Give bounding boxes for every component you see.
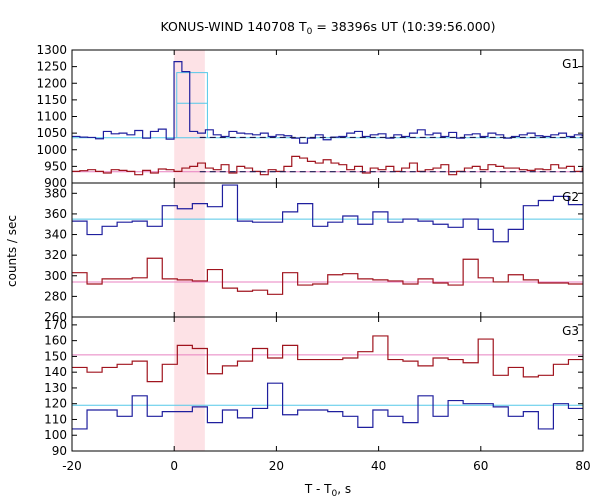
- y-tick-label: 1050: [36, 126, 67, 140]
- y-tick-label: 110: [44, 412, 67, 426]
- y-tick-label: 380: [44, 186, 67, 200]
- x-tick-label: 0: [170, 459, 178, 473]
- panel-label-g2: G2: [562, 190, 579, 204]
- x-axis-label-subscript: 0: [332, 489, 338, 499]
- red-step-series: [72, 155, 583, 176]
- x-tick-label: 20: [269, 459, 284, 473]
- y-axis-label: counts / sec: [5, 215, 19, 287]
- blue-step-series: [72, 61, 583, 144]
- y-tick-label: 130: [44, 381, 67, 395]
- y-tick-label: 360: [44, 207, 67, 221]
- y-tick-label: 1250: [36, 60, 67, 74]
- y-tick-label: 280: [44, 289, 67, 303]
- plot-area: 9009501000105011001150120012501300G12602…: [36, 43, 590, 473]
- blue-step-series: [72, 382, 583, 430]
- panel-label-g1: G1: [562, 57, 579, 71]
- panel-frame: [71, 316, 584, 452]
- chart-title-suffix: = 38396s UT (10:39:56.000): [312, 19, 495, 34]
- chart-title: KONUS-WIND 140708 T0 = 38396s UT (10:39:…: [160, 19, 495, 37]
- y-tick-label: 1200: [36, 76, 67, 90]
- x-tick-label: -20: [62, 459, 82, 473]
- y-tick-label: 100: [44, 428, 67, 442]
- red-step-series: [72, 257, 583, 295]
- y-tick-label: 150: [44, 349, 67, 363]
- y-tick-label: 950: [44, 159, 67, 173]
- chart-title-prefix: KONUS-WIND 140708 T: [160, 19, 306, 34]
- panel-g1: 900 950 1000 1050 1100 1150 1200 1250 1300 G1: [36, 43, 584, 190]
- y-tick-label: 1100: [36, 110, 67, 124]
- y-tick-label: 170: [44, 318, 67, 332]
- y-tick-label: 1150: [36, 93, 67, 107]
- y-tick-label: 320: [44, 248, 67, 262]
- y-tick-label: 300: [44, 269, 67, 283]
- x-tick-label: 60: [473, 459, 488, 473]
- y-tick-label: 90: [52, 444, 67, 458]
- x-axis-label-suffix: , s: [337, 482, 351, 496]
- x-axis-label: T - T0, s: [304, 482, 351, 499]
- panel-g2: 260 280 300 320 340 360 380 G2: [44, 182, 584, 324]
- red-step-series: [72, 335, 583, 383]
- y-tick-label: 1000: [36, 143, 67, 157]
- x-tick-label: 40: [371, 459, 386, 473]
- y-tick-label: 120: [44, 397, 67, 411]
- y-tick-label: 140: [44, 365, 67, 379]
- panel-label-g3: G3: [562, 324, 579, 338]
- y-tick-label: 260: [44, 310, 67, 324]
- y-tick-label: 160: [44, 334, 67, 348]
- blue-step-series: [72, 184, 583, 243]
- cyan-window-outline: [176, 72, 208, 138]
- y-tick-label: 900: [44, 176, 67, 190]
- x-tick-label: 80: [575, 459, 590, 473]
- y-tick-label: 340: [44, 228, 67, 242]
- x-axis-label-prefix: T - T: [304, 482, 332, 496]
- chart-title-subscript: 0: [307, 27, 313, 37]
- y-tick-label: 1300: [36, 43, 67, 57]
